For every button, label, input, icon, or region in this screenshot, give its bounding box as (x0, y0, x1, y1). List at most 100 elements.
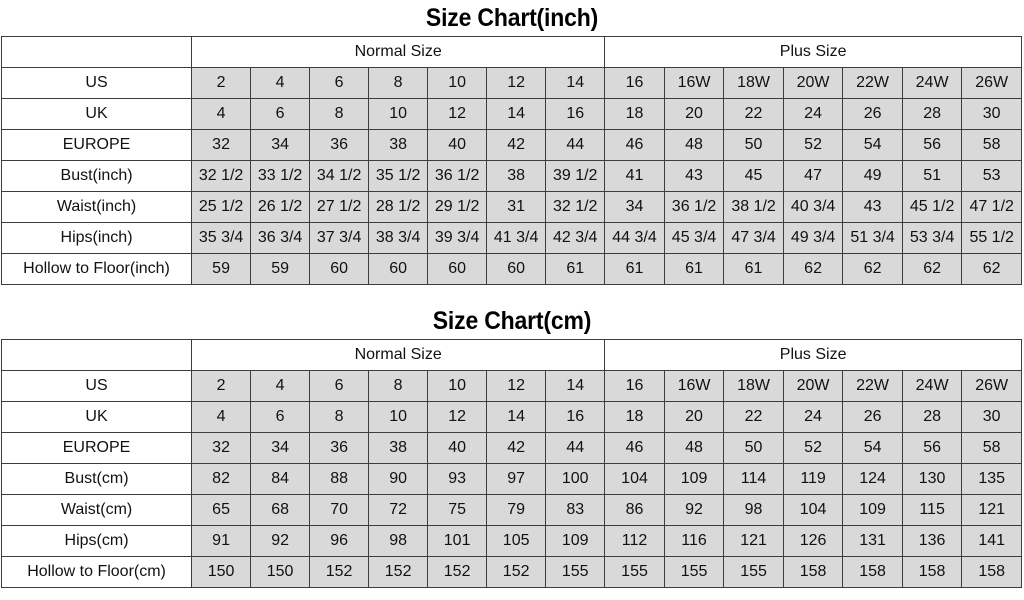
table-cell: 59 (191, 253, 252, 285)
table-cell: 46 (604, 432, 665, 464)
table-cell: 50 (723, 129, 784, 161)
table-cell: 150 (250, 556, 311, 588)
row-label: US (0, 370, 193, 402)
row-label: Hollow to Floor(cm) (0, 556, 193, 588)
table-row: UK 4 6 8 10 12 14 16 18 20 22 24 26 28 30 (0, 98, 1022, 130)
table-row: Hollow to Floor(cm) 150 150 152 152 152 152 155… (0, 556, 1022, 588)
table-cell: 16 (545, 401, 606, 433)
row-label: Hips(cm) (0, 525, 193, 557)
table-cell: 28 (901, 401, 963, 433)
size-chart-block: Size Chart(inch) Normal Size Plus Size US 2 4… (0, 0, 1024, 285)
table-cell: 34 (250, 432, 311, 464)
table-cell: 49 3/4 (782, 222, 844, 254)
table-cell: 20 (663, 98, 725, 130)
table-cell: 14 (486, 401, 547, 433)
row-label: UK (0, 98, 193, 130)
chart-title: Size Chart(cm) (432, 307, 592, 335)
table-cell: 121 (961, 494, 1022, 526)
table-cell: 38 (368, 129, 429, 161)
table-cell: 26W (961, 67, 1022, 99)
table-row: Hollow to Floor(inch) 59 59 60 60 60 60 61 61 61 6… (0, 253, 1022, 285)
table-cell: 75 (427, 494, 488, 526)
table-cell: 45 3/4 (663, 222, 725, 254)
table-cell: 62 (782, 253, 844, 285)
table-cell: 6 (309, 370, 370, 402)
table-cell: 152 (486, 556, 547, 588)
table-cell: 31 (486, 191, 547, 223)
table-cell: 93 (427, 463, 488, 495)
table-cell: 34 (250, 129, 311, 161)
table-cell: 92 (663, 494, 725, 526)
table-cell: 62 (901, 253, 963, 285)
table-cell: 53 3/4 (901, 222, 963, 254)
table-cell: 16 (604, 370, 665, 402)
table-cell: 131 (842, 525, 903, 557)
table-cell: 40 3/4 (782, 191, 844, 223)
table-cell: 14 (545, 67, 606, 99)
table-cell: 112 (604, 525, 665, 557)
table-cell: 30 (961, 401, 1022, 433)
table-cell: 22W (842, 67, 903, 99)
section-header-normal-size: Normal Size (191, 339, 606, 371)
table-cell: 60 (486, 253, 547, 285)
table-row: EUROPE 32 34 36 38 40 42 44 46 48 50 52 54 56 58 (0, 432, 1022, 464)
table-cell: 16W (663, 370, 725, 402)
table-cell: 155 (663, 556, 725, 588)
table-cell: 8 (309, 98, 370, 130)
table-cell: 14 (486, 98, 547, 130)
table-cell: 4 (250, 67, 311, 99)
size-chart-block: Size Chart(cm) Normal Size Plus Size US 2 4 6 8… (0, 303, 1024, 588)
table-row: Waist(inch) 25 1/2 26 1/2 27 1/2 28 1/2 29 1/… (0, 191, 1022, 223)
table-cell: 62 (961, 253, 1022, 285)
table-cell: 47 3/4 (723, 222, 784, 254)
table-cell: 152 (309, 556, 370, 588)
table-cell: 20W (782, 67, 844, 99)
table-cell: 36 3/4 (250, 222, 311, 254)
table-cell: 124 (842, 463, 903, 495)
table-cell: 55 1/2 (961, 222, 1022, 254)
table-cell: 47 1/2 (961, 191, 1022, 223)
table-cell: 104 (782, 494, 844, 526)
table-cell: 98 (368, 525, 429, 557)
table-cell: 65 (191, 494, 252, 526)
table-cell: 24 (782, 98, 844, 130)
table-row: Hips(cm) 91 92 96 98 101 105 109 112 116 121 126 131… (0, 525, 1022, 557)
table-cell: 18 (604, 401, 665, 433)
table-cell: 82 (191, 463, 252, 495)
table-cell: 158 (901, 556, 963, 588)
row-label: UK (0, 401, 193, 433)
table-cell: 47 (782, 160, 844, 192)
row-label: Hollow to Floor(inch) (0, 253, 193, 285)
table-cell: 16W (663, 67, 725, 99)
section-header-corner (0, 36, 193, 68)
table-cell: 48 (663, 432, 725, 464)
table-cell: 18W (723, 67, 784, 99)
table-cell: 42 3/4 (545, 222, 606, 254)
table-cell: 39 3/4 (427, 222, 488, 254)
table-cell: 6 (250, 401, 311, 433)
table-cell: 52 (782, 129, 844, 161)
table-cell: 38 3/4 (368, 222, 429, 254)
section-header-corner (0, 339, 193, 371)
section-header-normal-size: Normal Size (191, 36, 606, 68)
row-label: EUROPE (0, 432, 193, 464)
table-row: EUROPE 32 34 36 38 40 42 44 46 48 50 52 54 56 58 (0, 129, 1022, 161)
table-cell: 22 (723, 98, 784, 130)
table-cell: 2 (191, 370, 252, 402)
table-cell: 20 (663, 401, 725, 433)
table-cell: 70 (309, 494, 370, 526)
row-label: Waist(cm) (0, 494, 193, 526)
table-cell: 35 1/2 (368, 160, 429, 192)
table-cell: 28 (901, 98, 963, 130)
table-cell: 150 (191, 556, 252, 588)
table-cell: 61 (723, 253, 784, 285)
table-cell: 114 (723, 463, 784, 495)
table-cell: 42 (486, 432, 547, 464)
chart-title: Size Chart(inch) (425, 4, 599, 32)
table-row: Bust(inch) 32 1/2 33 1/2 34 1/2 35 1/2 36 1/2… (0, 160, 1022, 192)
table-cell: 109 (842, 494, 903, 526)
table-cell: 54 (842, 129, 903, 161)
table-cell: 45 1/2 (901, 191, 963, 223)
table-cell: 18W (723, 370, 784, 402)
